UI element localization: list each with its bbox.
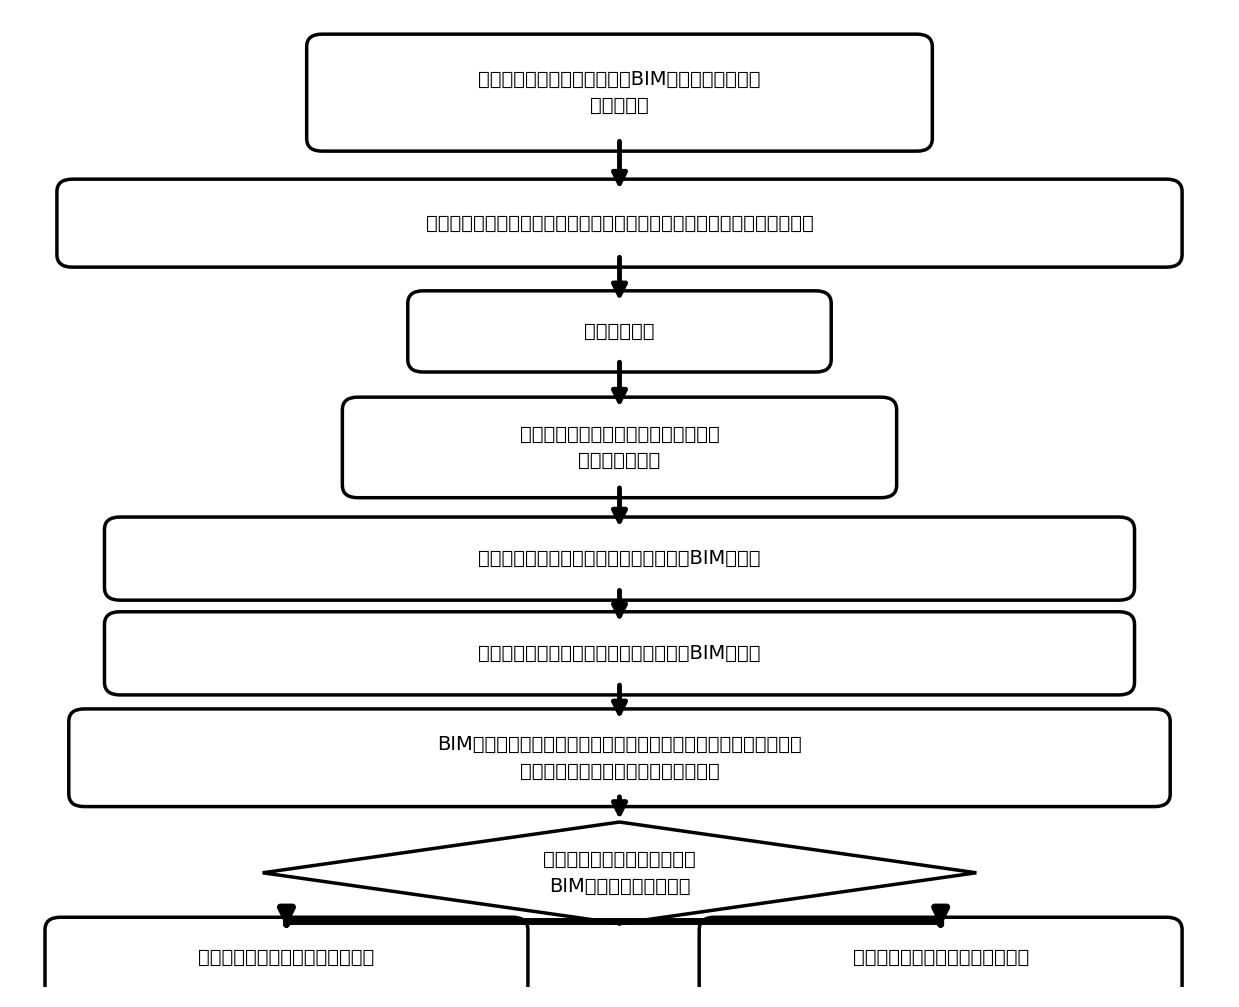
Text: 假如泡沫高度达到安全阈值，
BIM服务器发出激活指令: 假如泡沫高度达到安全阈值， BIM服务器发出激活指令 (543, 850, 696, 895)
FancyBboxPatch shape (69, 709, 1170, 807)
FancyBboxPatch shape (408, 291, 831, 372)
FancyBboxPatch shape (307, 34, 932, 151)
FancyBboxPatch shape (104, 612, 1135, 695)
Text: 报警器接收激活指令，报警灯闪烁: 报警器接收激活指令，报警灯闪烁 (198, 949, 374, 968)
Text: 设定安全阈值: 设定安全阈值 (585, 322, 654, 341)
Text: 根据以上数据建立正常状态下浮选槽矿浆和泡沫三维立体模型（标准模型）: 根据以上数据建立正常状态下浮选槽矿浆和泡沫三维立体模型（标准模型） (426, 213, 813, 233)
FancyBboxPatch shape (57, 179, 1182, 267)
FancyBboxPatch shape (699, 917, 1182, 999)
FancyBboxPatch shape (45, 917, 528, 999)
Text: 采集浮选槽的现场数据，安装BIM服务器、采集器、
网络交换机: 采集浮选槽的现场数据，安装BIM服务器、采集器、 网络交换机 (478, 69, 761, 116)
Text: BIM服务器生成实时浮选槽矿浆泡沫三维立体模型（实时模型），并
将其与标准模型比对是否达到安全阈值: BIM服务器生成实时浮选槽矿浆泡沫三维立体模型（实时模型），并 将其与标准模型比… (437, 735, 802, 780)
FancyBboxPatch shape (342, 397, 897, 497)
Text: 采集器采集数据并通过网络交换机传输至BIM服务器: 采集器采集数据并通过网络交换机传输至BIM服务器 (478, 549, 761, 568)
FancyBboxPatch shape (104, 517, 1135, 600)
Polygon shape (263, 822, 976, 923)
Text: 电动调节阀和报警器通过网络交换机连接BIM服务器: 电动调节阀和报警器通过网络交换机连接BIM服务器 (478, 643, 761, 663)
Text: 安装电磁流量计、高清摄像头，电动调
节阀和报警系统: 安装电磁流量计、高清摄像头，电动调 节阀和报警系统 (519, 425, 720, 470)
Text: 启动电动调节阀，增大矿浆排出量: 启动电动调节阀，增大矿浆排出量 (852, 949, 1028, 968)
